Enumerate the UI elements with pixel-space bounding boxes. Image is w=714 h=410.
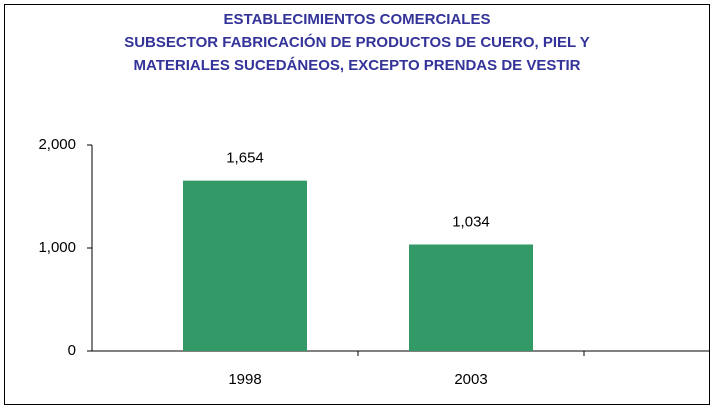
chart-title: ESTABLECIMIENTOS COMERCIALES xyxy=(224,11,491,28)
x-tick-label: 2003 xyxy=(454,371,487,388)
y-tick-label: 2,000 xyxy=(38,136,76,153)
x-tick-label: 1998 xyxy=(228,371,261,388)
chart-title: MATERIALES SUCEDÁNEOS, EXCEPTO PRENDAS D… xyxy=(133,57,580,74)
bar xyxy=(409,244,533,351)
data-label: 1,654 xyxy=(226,150,264,167)
y-tick-label: 0 xyxy=(68,342,76,359)
y-tick-label: 1,000 xyxy=(38,239,76,256)
chart-frame xyxy=(4,4,710,405)
bar xyxy=(183,180,307,351)
chart-title: SUBSECTOR FABRICACIÓN DE PRODUCTOS DE CU… xyxy=(124,33,590,51)
data-label: 1,034 xyxy=(452,213,490,230)
